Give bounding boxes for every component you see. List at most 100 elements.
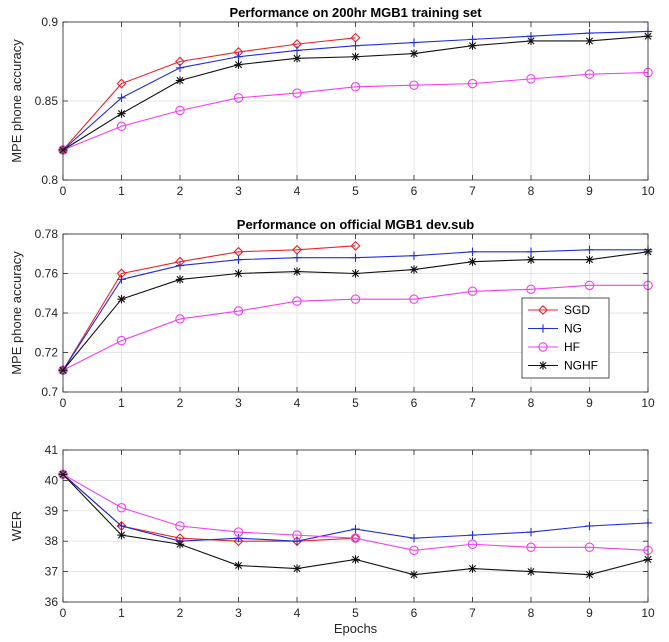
data-point-ng	[409, 533, 419, 543]
data-point-nghf	[175, 275, 185, 284]
data-point-hf	[467, 78, 478, 89]
data-point-nghf	[117, 109, 126, 118]
x-tick-label: 1	[118, 396, 125, 410]
data-point-nghf	[351, 269, 360, 278]
legend-box	[521, 297, 610, 379]
data-point-nghf	[175, 540, 185, 549]
data-point-ng	[117, 93, 126, 103]
data-point-hf	[292, 530, 302, 540]
data-point-nghf	[468, 41, 477, 50]
data-point-nghf	[409, 265, 419, 274]
y-tick-label: 37	[45, 565, 59, 579]
x-tick-label: 5	[352, 396, 359, 410]
legend-entry-hf: HF	[528, 340, 580, 354]
y-axis-label: MPE phone accuracy	[9, 39, 24, 163]
data-point-nghf-d2	[117, 295, 126, 303]
y-tick-label: 0.76	[35, 267, 59, 281]
data-point-hf	[350, 533, 361, 543]
chart-panel-2: 0 1 2 3 4 5 6 7 8 9 10 0.7 0.72 0.74 0.76 0.78 Performan…	[9, 217, 655, 410]
data-point-nghf-d2	[410, 266, 418, 274]
x-tick-label: 10	[641, 184, 655, 198]
x-tick-label: 1	[118, 184, 125, 198]
data-point-nghf-d2	[527, 256, 535, 264]
x-tick-label: 9	[586, 396, 593, 410]
data-point-nghf	[292, 564, 302, 573]
data-point-nghf	[468, 564, 477, 573]
data-point-ng	[585, 28, 594, 38]
y-tick-label: 0.9	[41, 15, 58, 29]
data-point-hf	[233, 93, 244, 103]
series-line-sgd	[62, 37, 356, 151]
x-tick-label: 2	[177, 184, 184, 198]
x-tick-label: 4	[294, 396, 301, 410]
data-point-nghf	[526, 255, 536, 264]
data-point-hf	[175, 314, 185, 324]
x-tick-label: 0	[60, 606, 67, 620]
data-point-nghf-d2	[176, 540, 184, 548]
y-tick-label: 0.72	[35, 346, 59, 360]
data-point-nghf-d2	[176, 275, 184, 283]
data-point-nghf-d2	[468, 565, 477, 573]
data-point-hf	[292, 296, 302, 306]
data-point-ng	[526, 527, 536, 537]
y-axis-label: WER	[9, 511, 24, 541]
data-point-hf	[584, 542, 595, 553]
data-point-nghf-d2	[234, 61, 243, 69]
x-tick-label: 3	[235, 606, 242, 620]
data-point-hf	[467, 539, 478, 549]
x-tick-label: 5	[352, 184, 359, 198]
series-nghf	[58, 470, 653, 579]
data-point-nghf	[585, 570, 594, 579]
x-tick-label: 7	[469, 184, 476, 198]
y-tick-label: 0.85	[35, 94, 59, 108]
legend-marker	[538, 324, 548, 333]
x-tick-label: 3	[235, 184, 242, 198]
data-point-nghf-d2	[585, 571, 594, 579]
data-point-nghf	[468, 257, 477, 266]
x-tick-label: 8	[528, 184, 535, 198]
legend-entry-nghf: NGHF	[528, 359, 598, 373]
data-point-nghf-d2	[293, 267, 301, 276]
x-tick-label: 9	[586, 184, 593, 198]
data-point-nghf	[409, 570, 419, 579]
data-point-nghf-d2	[410, 571, 418, 579]
data-point-nghf-d2	[176, 76, 184, 84]
data-point-nghf-d2	[351, 53, 360, 61]
x-tick-label: 7	[469, 396, 476, 410]
data-point-nghf	[351, 555, 360, 564]
data-point-ng	[468, 247, 477, 256]
data-point-nghf	[351, 52, 360, 61]
data-point-nghf-d2	[527, 37, 535, 45]
x-tick-label: 0	[60, 184, 67, 198]
x-tick-label: 4	[294, 606, 301, 620]
data-point-hf	[350, 294, 361, 304]
data-point-nghf	[526, 36, 536, 46]
chart-panel-3: 0 1 2 3 4 5 6 7 8 9 10 36 37 38 39 40 41 WER Epochs	[9, 443, 655, 636]
data-point-nghf-d2	[585, 37, 594, 45]
data-point-hf	[233, 527, 244, 537]
data-point-hf	[175, 521, 185, 531]
legend-label: NG	[564, 322, 582, 336]
y-tick-label: 0.74	[35, 306, 59, 320]
series-ng	[58, 245, 653, 375]
data-point-ng	[351, 524, 360, 534]
data-point-nghf-d2	[234, 269, 243, 278]
data-point-ng	[409, 251, 419, 260]
data-point-hf	[116, 335, 127, 346]
x-tick-label: 1	[118, 606, 125, 620]
x-tick-label: 3	[235, 396, 242, 410]
data-point-ng	[526, 247, 536, 256]
data-point-ng	[234, 533, 243, 543]
data-point-nghf-d2	[234, 561, 243, 570]
legend-marker-d2	[539, 361, 547, 370]
data-point-sgd	[350, 240, 361, 251]
data-point-nghf-d2	[117, 531, 126, 539]
data-point-nghf-d2	[351, 269, 360, 278]
data-point-nghf-d2	[468, 42, 477, 50]
data-point-hf	[409, 80, 419, 90]
x-tick-label: 6	[411, 396, 418, 410]
data-point-ng	[234, 255, 243, 264]
data-point-ng	[234, 52, 243, 61]
x-tick-label: 8	[528, 396, 535, 410]
